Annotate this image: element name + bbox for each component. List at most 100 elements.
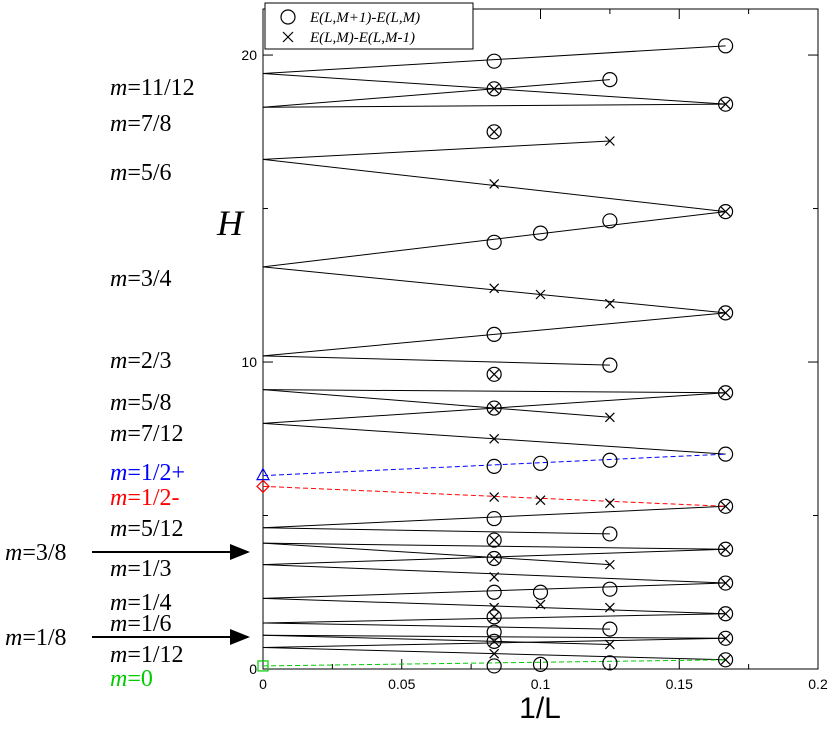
cross-point: [720, 99, 731, 110]
circle-point: [602, 213, 618, 229]
cross-stroke: [489, 83, 500, 94]
cross-point: [489, 611, 500, 622]
circle-point: [602, 655, 618, 671]
fit-line: [262, 312, 726, 357]
cross-stroke: [720, 206, 731, 217]
cross-stroke: [489, 403, 500, 413]
cross-stroke: [535, 599, 546, 610]
circle-point: [602, 452, 618, 468]
magnetization-label: m=11/12: [110, 75, 195, 101]
cross-point: [720, 501, 731, 512]
fit-line: [262, 542, 610, 566]
circle-point: [717, 541, 734, 557]
fit-line: [262, 158, 726, 213]
circle-point: [717, 630, 734, 646]
cross-point: [720, 544, 731, 555]
cross-stroke: [720, 307, 731, 318]
arrow-labels: m=3/8 m=1/8: [5, 540, 250, 651]
cross-point: [604, 298, 615, 309]
magnetization-label: m=5/6: [110, 160, 172, 186]
circle-point: [486, 532, 502, 548]
cross-stroke: [720, 387, 731, 398]
cross-stroke: [604, 298, 615, 309]
cross-stroke: [720, 501, 731, 512]
fit-line: [262, 79, 610, 108]
cross-point: [489, 433, 500, 444]
cross-point: [720, 307, 731, 318]
extrapolated-square-marker: [257, 660, 269, 672]
circle-point: [486, 658, 502, 674]
cross-point: [489, 403, 500, 413]
extrapolation-line: [262, 485, 726, 507]
cross-stroke: [489, 283, 500, 294]
circle-point: [532, 584, 549, 600]
circle-point: [717, 204, 734, 220]
cross-stroke: [489, 126, 500, 137]
cross-stroke: [720, 654, 731, 665]
fit-line: [262, 597, 726, 615]
cross-point: [489, 602, 500, 613]
cross-point: [489, 636, 500, 647]
cross-point: [604, 602, 615, 613]
y-tick-label: 0: [249, 661, 257, 677]
legend-cross-marker: [282, 31, 294, 43]
extrapolation-lines: [255, 453, 726, 672]
circle-point: [486, 234, 502, 250]
fit-line: [262, 211, 726, 268]
circle-point: [486, 53, 502, 69]
cross-point: [489, 571, 500, 582]
cross-point: [535, 495, 546, 506]
circle-point: [486, 326, 502, 342]
legend-circle-marker: [280, 9, 296, 25]
legend-label-cross: E(L,M)-E(L,M-1): [309, 30, 415, 46]
cross-point: [489, 492, 500, 503]
circle-point: [717, 498, 734, 514]
x-tick-label: 0.05: [388, 676, 415, 692]
circle-point: [717, 305, 734, 321]
y-tick-label: 20: [241, 47, 257, 63]
cross-point: [489, 283, 500, 294]
circle-point: [717, 446, 734, 462]
magnetization-label: m=2/3: [110, 348, 172, 374]
cross-stroke: [489, 369, 500, 380]
plot-frame: [262, 8, 819, 670]
legend-box: [264, 2, 474, 50]
cross-stroke: [604, 639, 615, 650]
y-axis-label: H: [216, 203, 245, 243]
circle-point: [602, 357, 618, 373]
circle-point: [717, 652, 734, 668]
extrapolation-line: [262, 659, 726, 667]
data-markers: [486, 38, 734, 674]
magnetization-label: m=5/8: [110, 390, 172, 416]
circle-point: [717, 38, 734, 54]
cross-stroke: [720, 633, 731, 644]
x-axis-label: 1/L: [519, 692, 561, 725]
circle-point: [486, 624, 502, 640]
cross-point: [720, 578, 731, 588]
fit-line: [262, 355, 610, 366]
circle-point: [532, 455, 549, 471]
circle-point: [486, 550, 502, 567]
magnetization-label: m=1/3: [110, 556, 172, 582]
magnetization-label: m=5/12: [110, 516, 184, 542]
arrow-label: m=3/8: [5, 540, 67, 566]
fit-line: [262, 613, 726, 624]
circle-point: [717, 385, 734, 401]
cross-point: [535, 599, 546, 610]
legend: E(L,M+1)-E(L,M) E(L,M)-E(L,M-1): [264, 2, 474, 50]
cross-stroke: [489, 179, 500, 189]
cross-stroke: [489, 433, 500, 444]
circle-point: [717, 606, 734, 622]
cross-point: [489, 648, 500, 659]
fit-line: [262, 103, 726, 108]
cross-point: [720, 608, 731, 619]
extrapolation-line: [262, 453, 726, 477]
circle-point: [486, 124, 502, 140]
cross-point: [720, 633, 731, 644]
cross-point: [604, 559, 615, 570]
x-tick-label: 0.15: [666, 676, 693, 692]
x-tick-label: 0.2: [808, 676, 828, 692]
fit-line: [262, 634, 726, 639]
circle-point: [602, 72, 618, 88]
